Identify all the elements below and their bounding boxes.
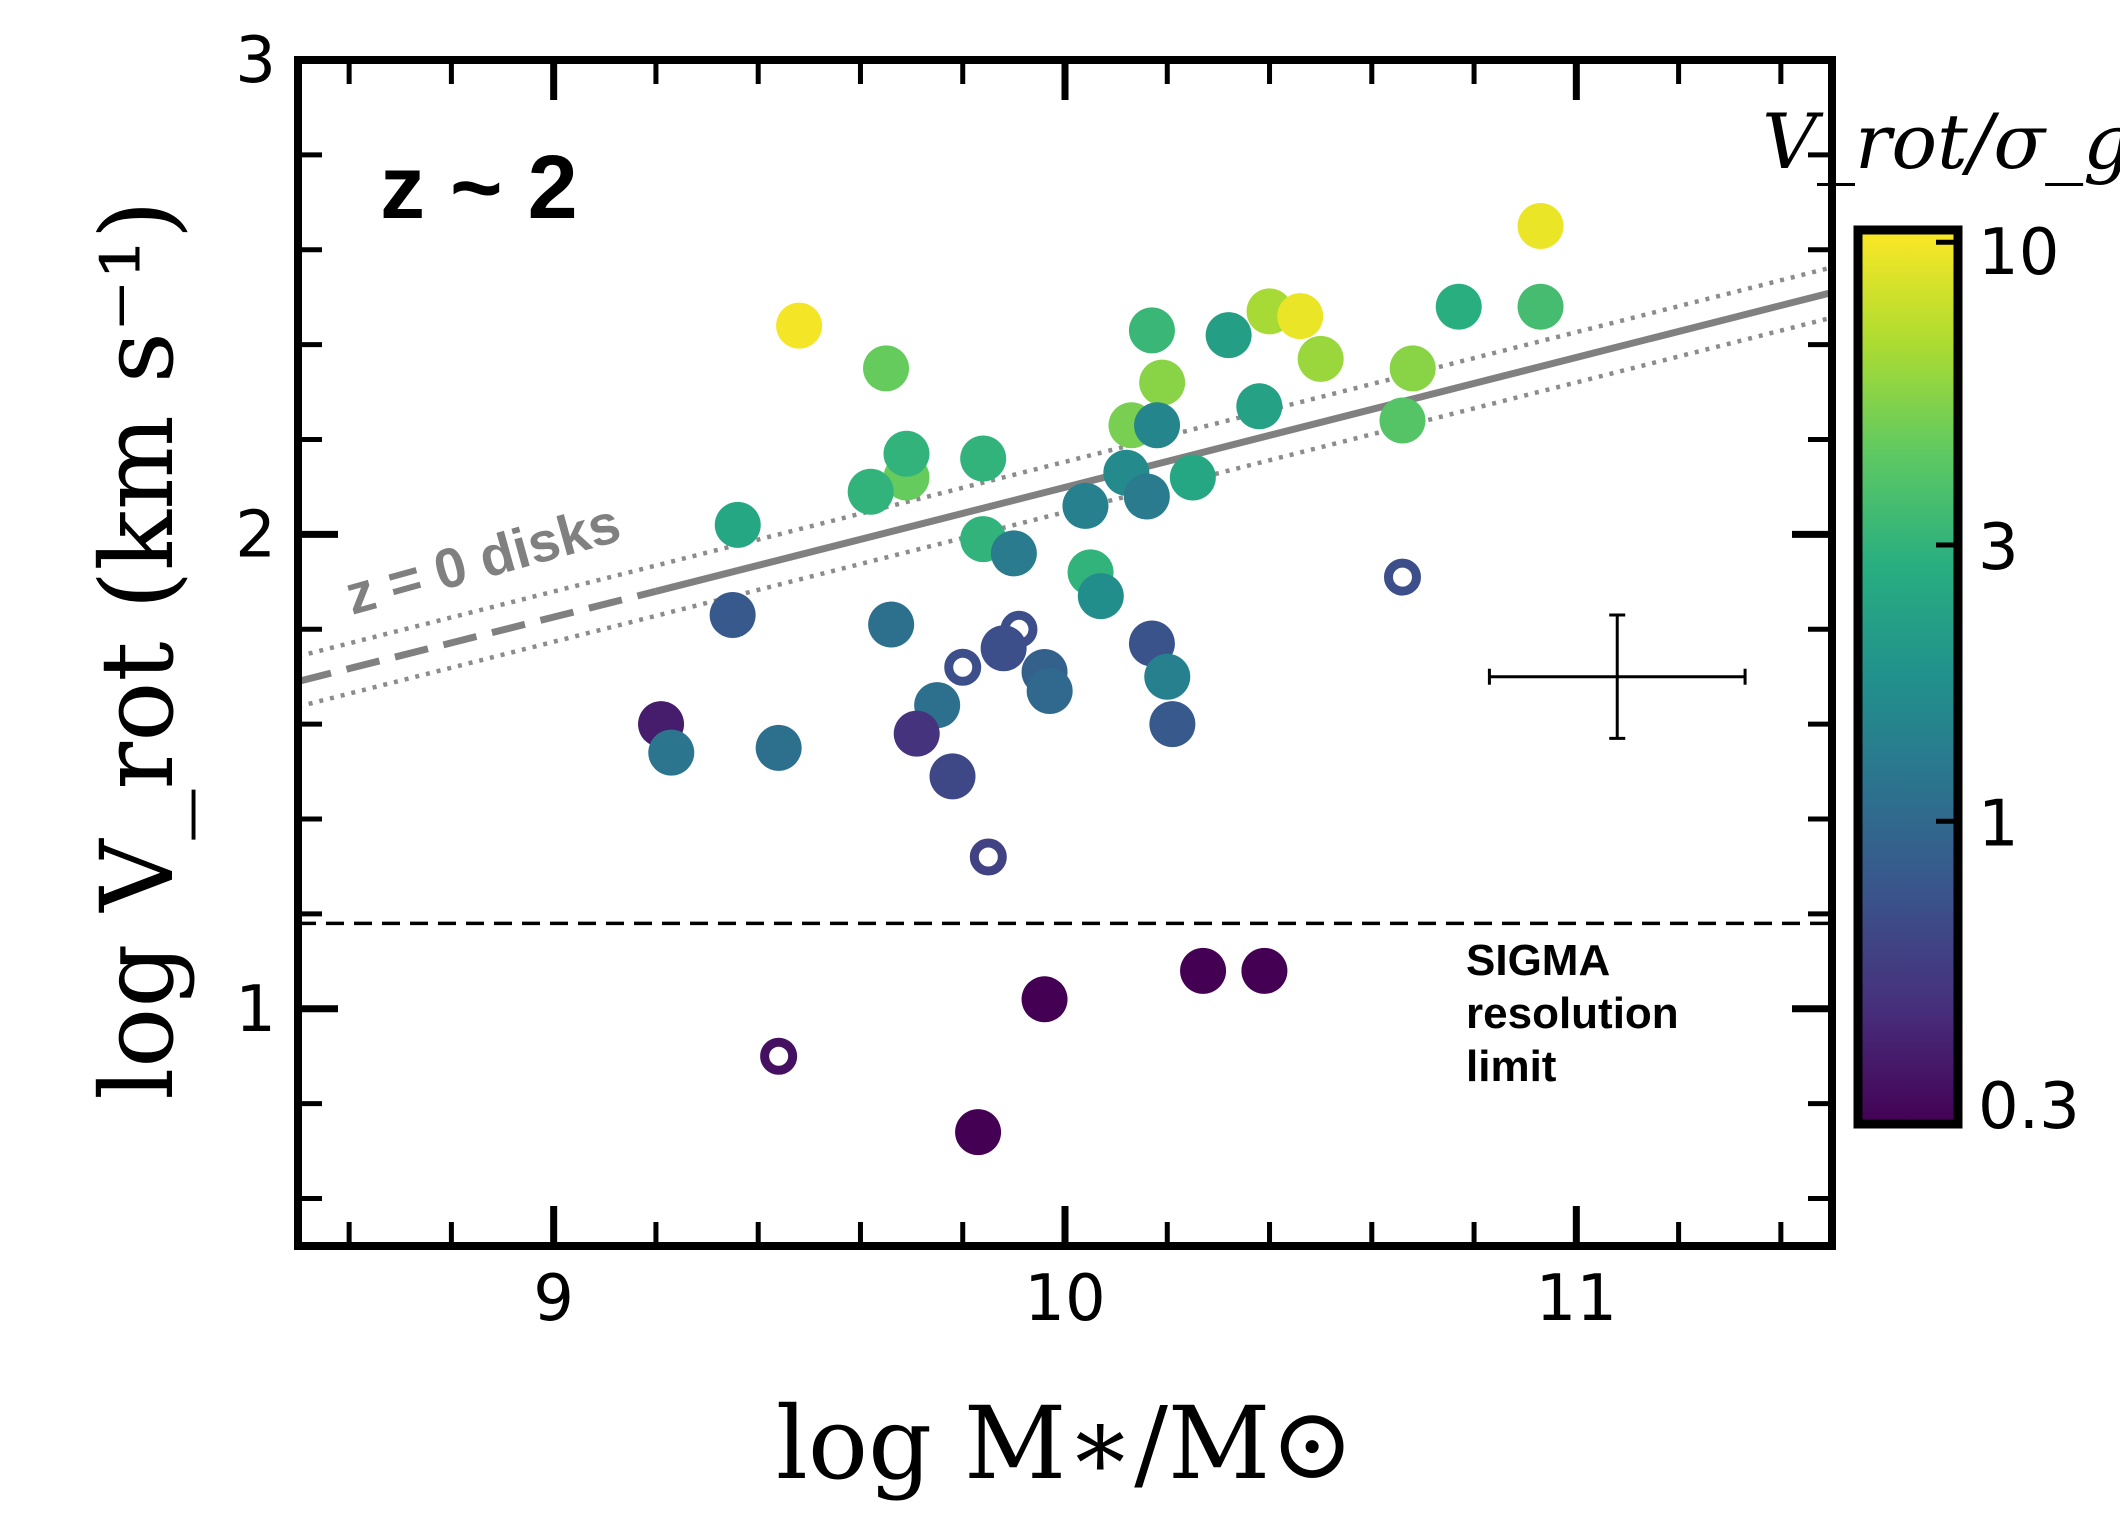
data-point xyxy=(960,435,1007,482)
data-point xyxy=(893,710,940,757)
data-point xyxy=(1389,345,1436,392)
data-point-open xyxy=(760,1037,798,1075)
resolution-limit-label-line3: limit xyxy=(1466,1042,1557,1091)
data-point xyxy=(1123,473,1170,520)
data-point xyxy=(1180,947,1227,994)
typical-error-bar xyxy=(1487,613,1747,740)
y-tick-label: 3 xyxy=(235,24,276,98)
data-point xyxy=(1241,947,1288,994)
y-tick-label: 1 xyxy=(235,973,276,1047)
data-point xyxy=(1517,203,1564,250)
data-point xyxy=(863,345,910,392)
data-point xyxy=(868,601,915,648)
data-point xyxy=(648,729,695,776)
data-point xyxy=(980,625,1027,672)
redshift-label: z ~ 2 xyxy=(380,138,578,238)
data-point xyxy=(776,302,823,349)
data-point xyxy=(1277,293,1324,340)
data-point xyxy=(755,724,802,771)
data-point xyxy=(714,501,761,548)
y-tick-label: 2 xyxy=(235,498,276,572)
data-point xyxy=(1236,383,1283,430)
x-tick-label: 10 xyxy=(1024,1262,1105,1336)
z0-disks-label: z = 0 disks xyxy=(338,491,626,627)
x-tick-label: 11 xyxy=(1536,1262,1617,1336)
data-point xyxy=(1134,402,1181,449)
data-point xyxy=(1077,573,1124,620)
y-axis-title: log V_rot (km s⁻¹) xyxy=(79,200,196,1100)
data-point xyxy=(883,430,930,477)
x-tick-label: 9 xyxy=(533,1262,574,1336)
data-point xyxy=(1021,976,1068,1023)
axis-ticks xyxy=(298,60,1832,1246)
data-point xyxy=(1139,359,1186,406)
z0-relation-scatter-upper xyxy=(298,265,1832,659)
colorbar-tick-label: 0.3 xyxy=(1978,1070,2080,1144)
data-point xyxy=(1062,482,1109,529)
data-point xyxy=(1128,307,1175,354)
colorbar-ticks: 0.3 1 3 10 xyxy=(1936,216,2080,1144)
data-point xyxy=(1517,283,1564,330)
data-point xyxy=(1379,397,1426,444)
data-point-open xyxy=(969,838,1007,876)
data-point xyxy=(1026,667,1073,714)
colorbar xyxy=(1853,225,1963,1129)
data-point xyxy=(847,468,894,515)
z0-relation-line xyxy=(655,289,1832,595)
data-points xyxy=(638,203,1564,1156)
colorbar-tick-label: 1 xyxy=(1978,787,2019,861)
data-point-open xyxy=(1383,558,1421,596)
resolution-limit-label-line1: SIGMA xyxy=(1466,936,1610,985)
data-point xyxy=(1435,283,1482,330)
data-point xyxy=(709,592,756,639)
data-point xyxy=(1149,701,1196,748)
colorbar-tick-label: 10 xyxy=(1978,216,2059,290)
data-point xyxy=(929,753,976,800)
data-point-open xyxy=(944,648,982,686)
data-point xyxy=(955,1109,1002,1156)
data-point xyxy=(1205,312,1252,359)
z0-relation-extrapolation xyxy=(298,587,657,685)
data-point xyxy=(1144,653,1191,700)
x-axis-title: log M∗/M⊙ xyxy=(776,1385,1354,1502)
data-point xyxy=(1169,454,1216,501)
data-point xyxy=(990,530,1037,577)
resolution-limit-label-line2: resolution xyxy=(1466,989,1679,1038)
colorbar-tick-label: 3 xyxy=(1978,511,2019,585)
colorbar-label: V_rot/σ_g xyxy=(1762,97,2120,186)
data-point xyxy=(1297,335,1344,382)
